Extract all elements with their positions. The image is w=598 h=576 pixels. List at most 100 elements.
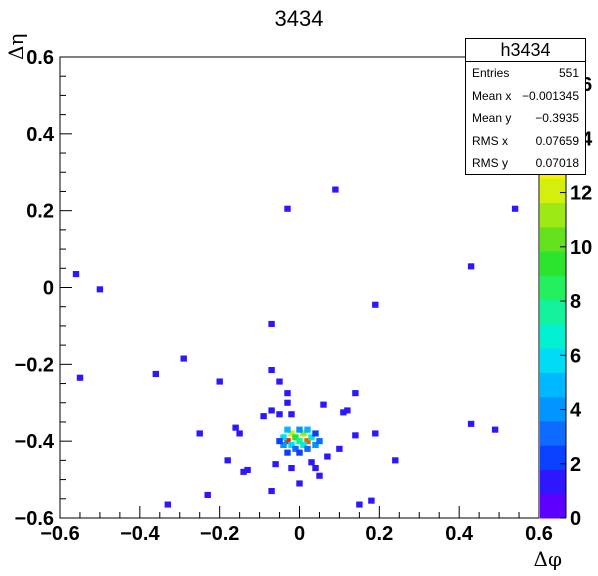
heatmap-cell [268, 367, 275, 374]
x-tick-label: 0.6 [525, 523, 553, 545]
stats-label: Mean x [472, 88, 512, 103]
heatmap-cell [467, 263, 475, 270]
heatmap-cell [296, 449, 303, 456]
heatmap-cell [196, 430, 203, 437]
stats-row: Mean y −0.3935 [466, 107, 585, 130]
heatmap-cell [308, 459, 315, 466]
heatmap-cell [320, 401, 327, 408]
heatmap-cell [96, 286, 104, 293]
heatmap-cell [316, 438, 323, 445]
stats-row: RMS x 0.07659 [466, 130, 585, 153]
colorbar-segment [540, 493, 566, 519]
colorbar-tick-label: 6 [570, 345, 581, 367]
heatmap-cell [312, 441, 319, 448]
heatmap-cell [296, 438, 303, 445]
colorbar-segment [540, 226, 566, 252]
heatmap-cell [280, 441, 287, 448]
heatmap-cell [272, 461, 279, 468]
heatmap-cell [356, 501, 363, 508]
stats-label: RMS y [472, 156, 508, 171]
heatmap-cell [312, 430, 319, 437]
heatmap-cell [304, 445, 311, 452]
heatmap-cell [304, 438, 311, 445]
heatmap-cell [292, 434, 299, 441]
heatmap-cell [232, 424, 239, 431]
colorbar-tick-label: 12 [570, 183, 592, 205]
y-tick-label: 0 [43, 278, 54, 300]
heatmap-cell [292, 445, 299, 452]
heatmap-cell [164, 501, 171, 508]
heatmap-cell [467, 420, 475, 427]
x-axis-label: Δφ [533, 547, 562, 571]
heatmap-cell [300, 441, 307, 448]
colorbar-segment [540, 420, 566, 446]
stats-value: 0.07018 [535, 156, 579, 171]
y-tick-label: −0.4 [15, 431, 55, 453]
heatmap-cell [344, 407, 351, 414]
y-tick-label: −0.6 [15, 508, 54, 530]
heatmap-cell [244, 466, 251, 473]
heatmap-cell [276, 411, 283, 418]
heatmap-cell [372, 301, 379, 308]
heatmap-cell [336, 445, 343, 452]
heatmap-cell [284, 205, 291, 212]
stats-value: −0.3935 [535, 111, 579, 126]
y-tick-label: −0.2 [15, 354, 54, 376]
chart-title: 3434 [274, 6, 324, 31]
heatmap-cell [180, 355, 187, 362]
colorbar-segment [540, 348, 566, 373]
heatmap-cell [304, 426, 311, 433]
heatmap-cell [276, 378, 283, 385]
heatmap-cell [368, 497, 375, 504]
heatmap-cell [280, 434, 287, 441]
heatmap-cell [312, 465, 319, 472]
stats-label: RMS x [472, 133, 508, 148]
heatmap-cell [392, 457, 399, 464]
y-tick-label: 0.6 [26, 47, 54, 69]
colorbar-segment [540, 323, 566, 349]
heatmap-cell [352, 432, 359, 439]
colorbar-segment [540, 275, 566, 301]
x-tick-label: −0.4 [120, 523, 160, 545]
colorbar-segment [540, 251, 566, 276]
colorbar-segment [540, 299, 566, 325]
heatmap-cell [511, 205, 519, 212]
heatmap-cell [224, 457, 231, 464]
heatmap-cell [216, 378, 223, 385]
y-axis-label: Δη [4, 33, 28, 60]
colorbar-segment [540, 469, 566, 495]
x-tick-label: −0.6 [40, 523, 79, 545]
colorbar-segment [540, 445, 566, 470]
heatmap-cell [284, 438, 291, 445]
heatmap-cell [260, 413, 267, 420]
heatmap-cell [268, 320, 275, 327]
heatmap-cell [284, 426, 291, 433]
heatmap-cell [284, 449, 291, 456]
stats-label: Mean y [472, 111, 512, 126]
heatmap-cell [352, 390, 359, 397]
stats-row: RMS y 0.07018 [466, 152, 585, 175]
heatmap-cell [204, 491, 211, 498]
heatmap-cell [268, 488, 275, 495]
heatmap-cell [296, 426, 303, 433]
heatmap-cell [491, 426, 499, 433]
colorbar-tick-label: 8 [570, 291, 581, 313]
heatmap-cell [152, 370, 159, 377]
y-tick-label: 0.2 [26, 201, 54, 223]
heatmap-cell [72, 271, 80, 278]
colorbar-segment [540, 202, 566, 228]
x-tick-label: −0.2 [200, 523, 239, 545]
heatmap-cell [76, 374, 84, 381]
y-tick-label: 0.4 [26, 124, 55, 146]
heatmap-cell [296, 480, 303, 487]
stats-box: h3434 Entries 551 Mean x −0.001345 Mean … [465, 38, 586, 175]
heatmap-cell [308, 434, 315, 441]
heatmap-cell [276, 438, 283, 445]
heatmap-cell [288, 430, 295, 437]
heatmap-cell [288, 411, 295, 418]
heatmap-cell [300, 430, 307, 437]
colorbar-tick-label: 4 [570, 400, 582, 422]
x-tick-label: 0 [294, 523, 305, 545]
colorbar-segment [540, 178, 566, 204]
